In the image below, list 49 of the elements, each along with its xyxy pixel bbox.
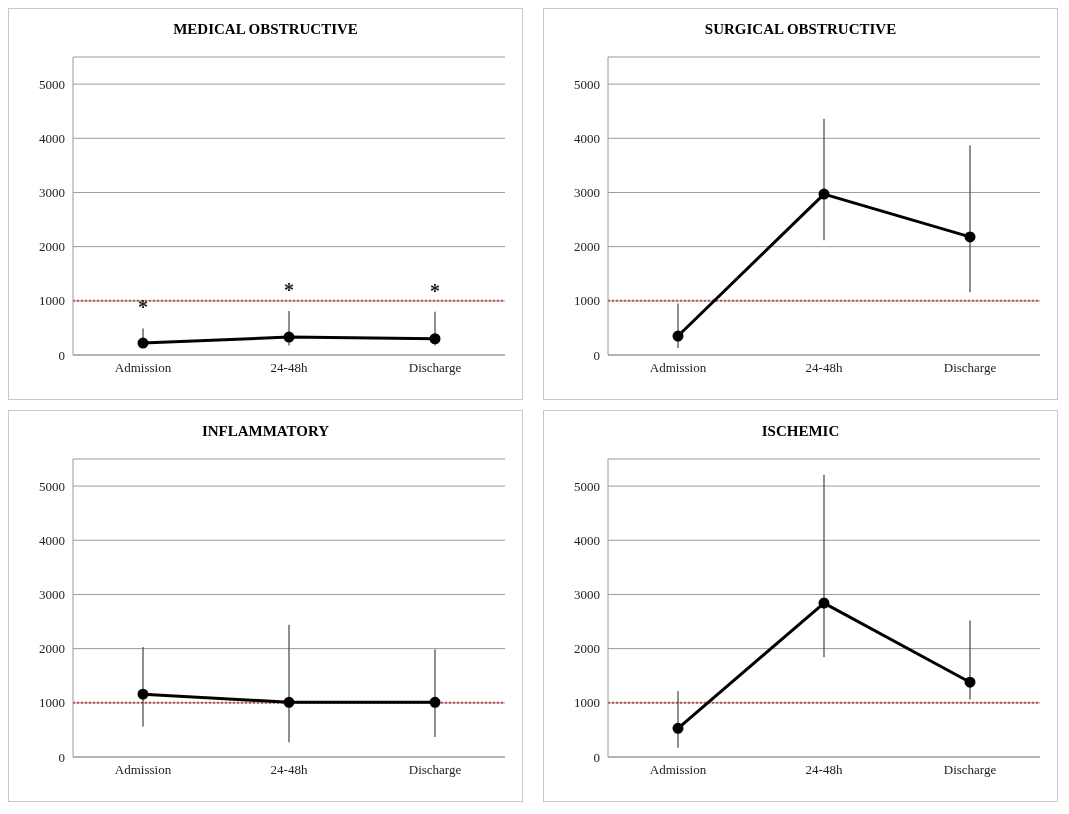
y-tick-label: 3000 (39, 587, 65, 603)
y-tick-label: 2000 (574, 641, 600, 657)
y-tick-label: 5000 (574, 76, 600, 92)
y-tick-label: 5000 (39, 478, 65, 494)
y-tick-label: 0 (593, 749, 600, 765)
y-tick-label: 1000 (574, 695, 600, 711)
annotation: * (284, 279, 294, 302)
point (672, 330, 684, 342)
y-tick-label: 1000 (39, 695, 65, 711)
y-tick-label: 2000 (574, 239, 600, 255)
point (964, 231, 976, 243)
x-tick-label: Admission (649, 360, 707, 376)
y-tick-label: 4000 (574, 130, 600, 146)
y-tick-label: 0 (593, 347, 600, 363)
y-tick-label: 3000 (39, 185, 65, 201)
x-tick-label: 24-48h (270, 360, 308, 376)
x-tick-label: 24-48h (270, 762, 308, 778)
y-tick-label: 0 (58, 347, 65, 363)
y-tick-label: 5000 (574, 478, 600, 494)
y-tick-label: 4000 (574, 532, 600, 548)
x-tick-label: Admission (649, 762, 707, 778)
x-tick-label: Discharge (408, 360, 462, 376)
y-tick-label: 1000 (39, 293, 65, 309)
point (672, 722, 684, 734)
x-tick-label: Discharge (408, 762, 462, 778)
chart-title: ISCHEMIC (760, 423, 841, 441)
x-tick-label: 24-48h (805, 360, 843, 376)
x-tick-label: Discharge (943, 762, 997, 778)
y-tick-label: 2000 (39, 239, 65, 255)
y-tick-label: 3000 (574, 587, 600, 603)
point (818, 188, 830, 200)
y-tick-label: 3000 (574, 185, 600, 201)
y-tick-label: 1000 (574, 293, 600, 309)
y-tick-label: 4000 (39, 130, 65, 146)
y-tick-label: 4000 (39, 532, 65, 548)
x-tick-label: Admission (114, 762, 172, 778)
annotation: * (430, 279, 440, 302)
annotation: * (138, 296, 148, 319)
y-tick-label: 0 (58, 749, 65, 765)
x-tick-label: Admission (114, 360, 172, 376)
x-tick-label: Discharge (943, 360, 997, 376)
chart-title: SURGICAL OBSTRUCTIVE (703, 21, 898, 39)
point (818, 597, 830, 609)
y-tick-label: 5000 (39, 76, 65, 92)
y-tick-label: 2000 (39, 641, 65, 657)
chart-title: INFLAMMATORY (200, 423, 331, 441)
chart-title: MEDICAL OBSTRUCTIVE (172, 21, 359, 39)
point (964, 676, 976, 688)
x-tick-label: 24-48h (805, 762, 843, 778)
